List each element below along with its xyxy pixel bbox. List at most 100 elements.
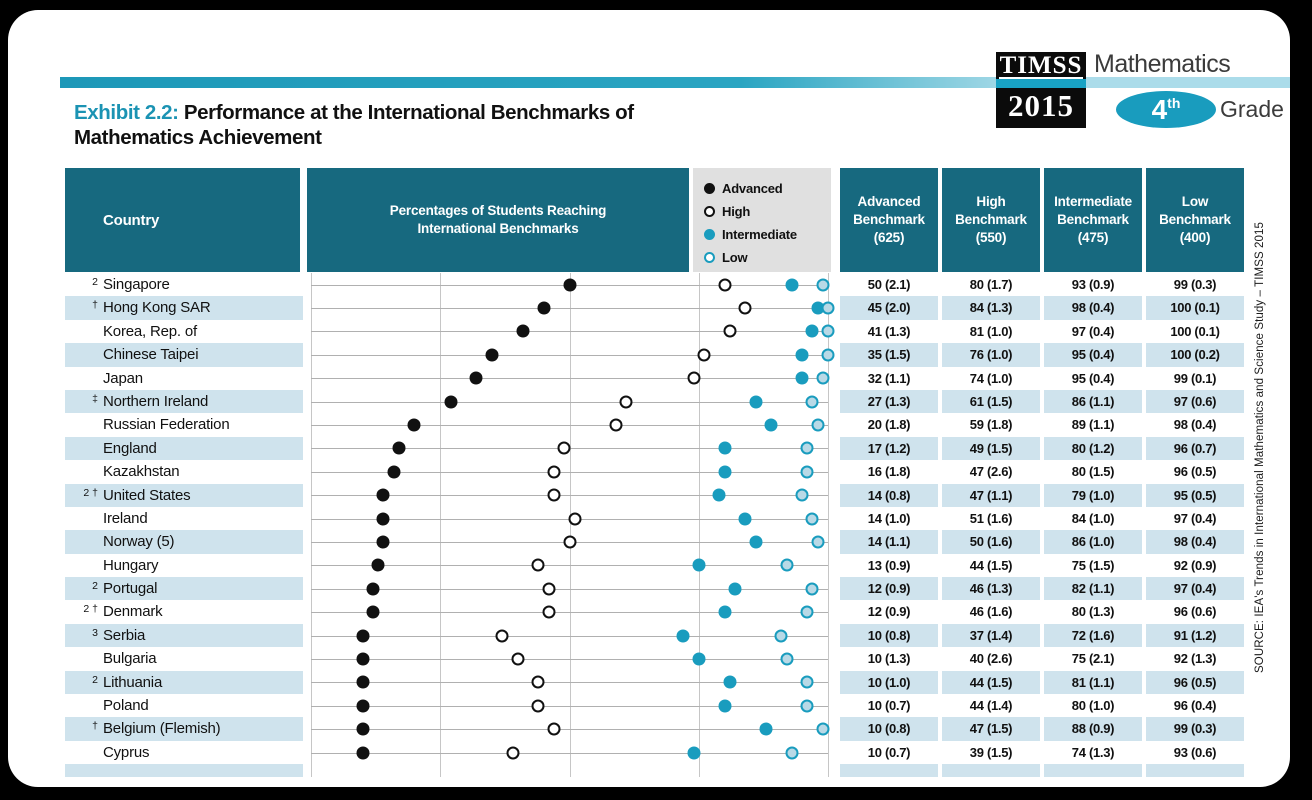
country-name: Lithuania: [103, 673, 163, 691]
country-marker: 2 †: [83, 603, 98, 616]
intermediate-benchmark-cell: 86 (1.1): [1044, 389, 1142, 414]
low-benchmark-cell: 96 (0.7): [1146, 436, 1244, 461]
row-line: [311, 331, 828, 333]
row-line: [311, 471, 828, 473]
intermediate-dot-icon: [805, 324, 819, 338]
intermediate-dot-icon: [718, 465, 732, 479]
gridline: [828, 506, 829, 531]
intermediate-benchmark-cell: 74 (1.3): [1071, 744, 1115, 760]
intermediate-dot-icon: [795, 371, 809, 385]
gridline: [828, 740, 829, 765]
high-dot-icon: [697, 348, 711, 362]
low-dot-icon: [780, 558, 794, 572]
advanced-dot-icon: [356, 675, 370, 689]
advanced-benchmark-cell: 17 (1.2): [840, 436, 938, 461]
advanced-benchmark-cell: 10 (0.7): [867, 698, 911, 714]
intermediate-benchmark-cell: 80 (1.3): [1071, 604, 1115, 620]
high-benchmark-header: High Benchmark (550): [942, 168, 1040, 272]
low-benchmark-cell: [1146, 764, 1244, 778]
country-cell: Poland: [65, 694, 303, 717]
high-dot-icon: [704, 206, 715, 217]
grade-number: 4: [1151, 93, 1168, 125]
high-benchmark-cell: 44 (1.5): [942, 670, 1040, 695]
title-line-1: Performance at the International Benchma…: [183, 101, 634, 124]
advanced-dot-icon: [356, 699, 370, 713]
intermediate-dot-icon: [718, 441, 732, 455]
benchmark-dot-plot: [311, 389, 829, 414]
country-cell: 2 Singapore: [65, 273, 303, 296]
country-marker: 2: [92, 673, 98, 686]
high-dot-icon: [495, 629, 509, 643]
high-benchmark-cell: 74 (1.0): [969, 370, 1013, 386]
low-dot-icon: [805, 512, 819, 526]
low-dot-icon: [800, 699, 814, 713]
intermediate-dot-icon: [712, 488, 726, 502]
low-benchmark-cell: 99 (0.3): [1146, 717, 1244, 741]
intermediate-benchmark-cell: 95 (0.4): [1044, 343, 1142, 367]
low-dot-icon: [704, 252, 715, 263]
high-dot-icon: [531, 699, 545, 713]
low-dot-icon: [811, 418, 825, 432]
high-benchmark-cell: 76 (1.0): [942, 343, 1040, 367]
gridline: [828, 413, 829, 437]
country-name: Cyprus: [103, 743, 150, 761]
high-benchmark-cell: 40 (2.6): [969, 651, 1013, 667]
advanced-benchmark-cell: 14 (1.1): [840, 530, 938, 554]
benchmark-legend: Advanced High Intermediate Low: [693, 168, 831, 272]
intermediate-dot-icon: [728, 582, 742, 596]
intermediate-benchmark-cell: 72 (1.6): [1044, 623, 1142, 648]
low-dot-icon: [821, 301, 835, 315]
high-benchmark-cell: 47 (2.6): [969, 464, 1013, 480]
row-line: [311, 612, 828, 614]
high-benchmark-cell: 61 (1.5): [942, 389, 1040, 414]
advanced-benchmark-cell: 10 (0.8): [840, 623, 938, 648]
high-dot-icon: [547, 488, 561, 502]
legend-item-intermediate: Intermediate: [704, 223, 831, 246]
intermediate-benchmark-cell: 89 (1.1): [1071, 417, 1115, 433]
country-name: Northern Ireland: [103, 392, 209, 410]
high-benchmark-cell: 47 (1.1): [942, 483, 1040, 507]
high-benchmark-cell: 39 (1.5): [969, 744, 1013, 760]
advanced-dot-icon: [563, 278, 576, 292]
high-dot-icon: [738, 301, 752, 315]
gridline: [828, 530, 829, 554]
row-line: [311, 401, 828, 403]
intermediate-dot-icon: [759, 722, 773, 736]
low-benchmark-cell: 96 (0.5): [1173, 464, 1217, 480]
row-line: [311, 658, 828, 660]
intermediate-dot-icon: [687, 746, 701, 759]
table-row-partial: [65, 764, 1248, 778]
table-row: † Hong Kong SAR 45 (2.0) 84 (1.3) 98 (0.4) 10…: [65, 296, 1248, 320]
country-cell: Cyprus: [65, 741, 303, 764]
high-benchmark-cell: 51 (1.6): [969, 510, 1013, 526]
low-dot-icon: [800, 675, 814, 689]
intermediate-benchmark-cell: 95 (0.4): [1071, 370, 1115, 386]
intermediate-benchmark-cell: 88 (0.9): [1044, 717, 1142, 741]
header-accent-bar: [60, 77, 1290, 88]
high-dot-icon: [568, 512, 582, 526]
high-benchmark-cell: 46 (1.6): [969, 604, 1013, 620]
country-cell: † Belgium (Flemish): [65, 717, 303, 741]
high-benchmark-cell: 44 (1.5): [969, 557, 1013, 573]
low-dot-icon: [780, 652, 794, 666]
intermediate-dot-icon: [692, 652, 706, 666]
table-row: 3 Serbia 10 (0.8) 37 (1.4) 72 (1.6) 91 (1.2): [65, 623, 1248, 648]
advanced-benchmark-cell: 27 (1.3): [840, 389, 938, 414]
gridline: [828, 553, 829, 578]
advanced-dot-icon: [376, 535, 390, 549]
country-marker: †: [92, 299, 98, 312]
intermediate-dot-icon: [738, 512, 752, 526]
low-benchmark-header: Low Benchmark (400): [1146, 168, 1244, 272]
table-row: Poland 10 (0.7) 44 (1.4) 80 (1.0) 96 (0.4): [65, 694, 1248, 718]
table-row: 2 † Denmark 12 (0.9) 46 (1.6) 80 (1.3) 96 (0.…: [65, 600, 1248, 624]
low-benchmark-cell: 96 (0.6): [1173, 604, 1217, 620]
low-dot-icon: [800, 605, 814, 619]
high-benchmark-cell: 37 (1.4): [942, 623, 1040, 648]
exhibit-number: Exhibit 2.2:: [74, 101, 179, 124]
gridline: [828, 647, 829, 671]
advanced-dot-icon: [356, 652, 370, 666]
intermediate-benchmark-cell: 80 (1.5): [1071, 464, 1115, 480]
country-cell: Norway (5): [65, 530, 303, 554]
intermediate-benchmark-cell: 80 (1.0): [1071, 698, 1115, 714]
